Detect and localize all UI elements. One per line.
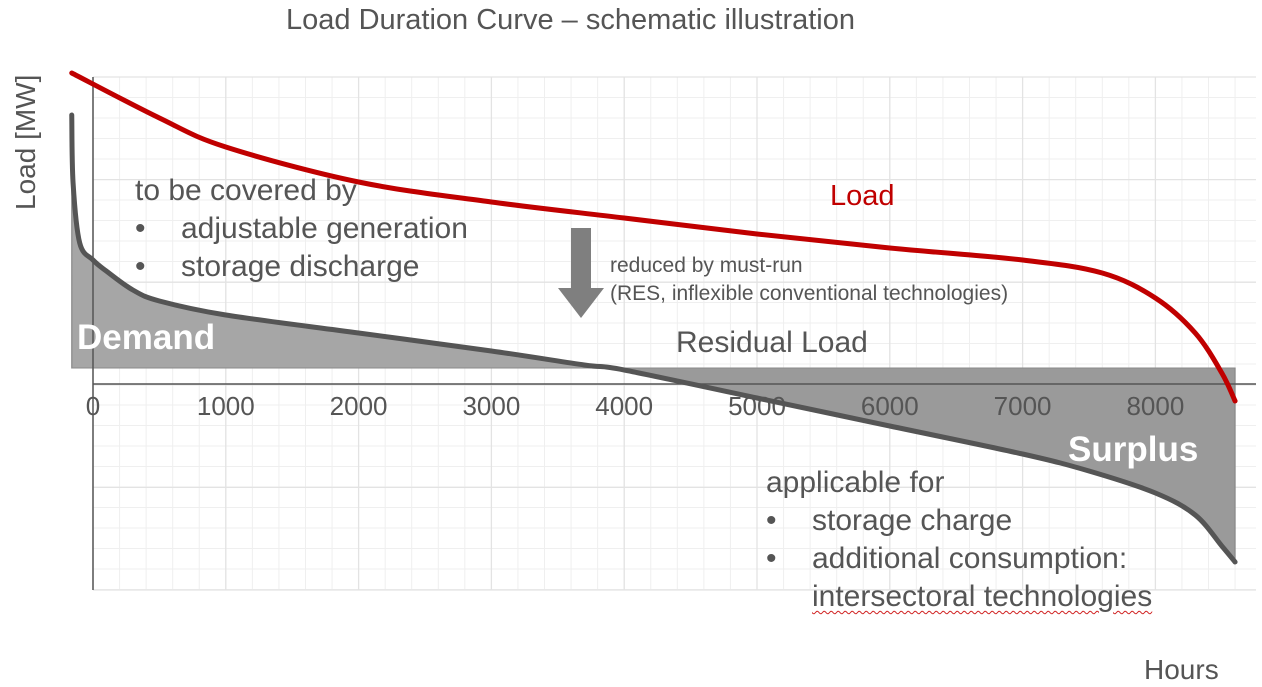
x-tick-label: 1000 xyxy=(197,391,255,421)
must-run-note: reduced by must-run (RES, inflexible con… xyxy=(610,252,1008,308)
covered-item: • storage discharge xyxy=(135,248,468,286)
bullet: • xyxy=(766,504,777,537)
x-tick-label: 6000 xyxy=(861,391,919,421)
must-run-line-2: (RES, inflexible conventional technologi… xyxy=(610,282,1009,305)
covered-item-text: adjustable generation xyxy=(181,212,468,245)
bullet: • xyxy=(135,212,146,245)
x-tick-label: 3000 xyxy=(462,391,520,421)
covered-item-text: storage discharge xyxy=(181,250,420,283)
residual-load-label: Residual Load xyxy=(676,326,868,359)
bullet: • xyxy=(135,250,146,283)
axes xyxy=(92,77,1256,590)
x-axis-label: Hours xyxy=(1144,654,1219,685)
load-label: Load xyxy=(830,180,895,212)
y-axis-label: Load [MW] xyxy=(10,74,41,210)
covered-heading: to be covered by xyxy=(135,174,357,207)
down-arrow-icon xyxy=(558,228,604,318)
covered-item: • adjustable generation xyxy=(135,210,468,248)
x-tick-labels: 0 1000 2000 3000 4000 5000 6000 7000 8000 xyxy=(86,391,1185,421)
covered-annotation: to be covered by • adjustable generation … xyxy=(135,172,468,286)
demand-label: Demand xyxy=(77,318,216,357)
arrow-shape xyxy=(558,228,604,318)
chart-title: Load Duration Curve – schematic illustra… xyxy=(286,4,855,36)
x-tick-label: 8000 xyxy=(1126,391,1184,421)
surplus-label: Surplus xyxy=(1068,430,1199,469)
x-tick-label: 7000 xyxy=(994,391,1052,421)
applicable-continuation: intersectoral technologies xyxy=(766,578,1152,616)
must-run-line-1: reduced by must-run xyxy=(610,254,803,277)
x-tick-label: 2000 xyxy=(330,391,388,421)
residual-load-line xyxy=(69,112,1238,565)
x-tick-label: 0 xyxy=(86,391,100,421)
load-line xyxy=(69,70,1238,404)
applicable-item-text: additional consumption: xyxy=(812,542,1128,575)
x-tick-label: 4000 xyxy=(595,391,653,421)
applicable-item-text: storage charge xyxy=(812,504,1013,537)
bullet: • xyxy=(766,542,777,575)
applicable-item: • storage charge xyxy=(766,502,1152,540)
applicable-annotation: applicable for • storage charge • addition… xyxy=(766,464,1152,616)
applicable-item: • additional consumption: xyxy=(766,540,1152,578)
series-lines xyxy=(69,70,1238,565)
applicable-heading: applicable for xyxy=(766,466,945,499)
x-tick-label: 5000 xyxy=(728,391,786,421)
applicable-continuation-text: intersectoral technologies xyxy=(812,580,1153,613)
grid xyxy=(92,76,1256,591)
